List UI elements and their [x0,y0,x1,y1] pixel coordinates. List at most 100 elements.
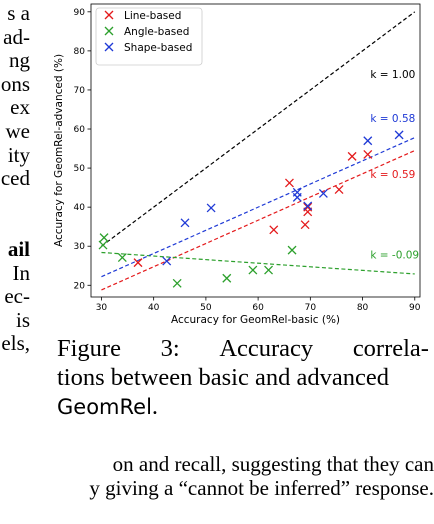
bottom-text-line: y giving a “cannot be inferred” response… [89,476,434,500]
chart-legend: Line-based Angle-based Shape-based [95,7,203,66]
legend-marker [104,10,114,20]
data-point [162,256,172,266]
marker-stroke [292,187,302,197]
data-point [363,136,373,146]
bottom-text-line: on and recall, suggesting that they can [112,452,434,476]
left-text-line: ng [9,48,30,73]
data-point [180,218,190,228]
data-point [133,258,143,268]
fit-slope-label: k = -0.09 [370,250,419,262]
left-text-line: ons [0,71,30,96]
data-point [287,245,297,255]
y-tick-label: 30 [74,242,86,252]
marker-stroke [248,265,258,275]
y-tick-label: 90 [74,8,86,18]
caption-line-1: Figure 3: Accuracy correla- [57,334,429,363]
data-point [206,203,216,213]
x-tick-label: 70 [305,303,317,313]
marker-stroke [99,233,109,243]
fit-line [101,251,415,275]
marker-stroke [303,201,313,211]
left-text-line: ity [7,142,30,167]
data-point [172,278,182,288]
x-tick-label: 50 [200,303,212,313]
x-tick-label: 60 [252,303,264,313]
fit-line [101,137,416,278]
marker-stroke [172,278,182,288]
marker-stroke [180,218,190,228]
marker-stroke [104,42,114,52]
marker-stroke [300,220,310,230]
data-point [99,233,109,243]
marker-stroke [104,26,114,36]
axis-ticks: 30 40 50 60 70 80 90 20 30 40 50 60 70 80 90 [74,8,421,313]
data-point [394,130,404,140]
legend-label: Line-based [124,10,181,22]
data-point [363,149,373,159]
caption-word: 3: [160,335,180,362]
marker-stroke [264,265,274,275]
data-point [292,187,302,197]
fit-line [101,149,416,291]
marker-stroke [394,130,404,140]
marker-stroke [347,151,357,161]
marker-stroke [133,258,143,268]
marker-stroke [284,178,294,188]
marker-stroke [104,10,114,20]
x-tick-label: 80 [357,303,369,313]
data-points [98,130,404,288]
legend-label: Shape-based [124,42,192,54]
caption-word: Figure [57,335,121,362]
legend-marker [104,26,114,36]
left-text-line: s a [7,1,30,25]
data-point [248,265,258,275]
left-text-line: ced [0,166,30,191]
y-tick-label: 60 [74,125,86,135]
data-point [284,178,294,188]
data-point [318,189,328,198]
fit-slope-label: k = 0.58 [370,113,415,125]
marker-stroke [98,240,108,250]
y-tick-label: 80 [74,47,86,57]
diagonal-k1-line [101,11,416,247]
left-text-line: els, [1,331,30,356]
left-text-line: ad- [3,24,30,49]
marker-stroke [206,203,216,213]
y-axis-label: Accuracy for GeomRel-advanced (%) [53,54,65,247]
y-tick-label: 40 [74,203,86,213]
data-point [117,253,127,263]
marker-stroke [363,149,373,159]
left-text-line: ex [10,95,30,120]
fit-lines [101,11,416,291]
left-text-line: In [12,260,31,285]
y-tick-label: 50 [74,164,86,174]
figure-caption: Figure 3: Accuracy correla- tions betwee… [57,334,429,422]
left-text-line: we [5,119,31,143]
marker-stroke [363,136,373,146]
x-tick-label: 90 [409,303,421,313]
data-point [264,265,274,275]
y-tick-label: 70 [74,86,86,96]
marker-stroke [269,225,279,235]
marker-stroke [334,185,344,195]
data-point [98,240,108,250]
marker-stroke [287,245,297,255]
marker-stroke [162,256,172,266]
slope-annotations: k = 1.00 k = 0.59 k = -0.09 k = 0.58 [370,69,419,261]
legend-label: Angle-based [124,26,189,38]
data-point [300,220,310,230]
caption-period: . [151,393,159,420]
legend-box [95,7,203,66]
caption-word: Accuracy [219,335,314,362]
marker-stroke [318,189,328,198]
left-text-line: is [15,307,30,332]
data-point [334,185,344,195]
caption-geomrel-term: GeomRel [57,395,152,419]
legend-marker [104,42,114,52]
x-tick-label: 30 [96,303,108,313]
left-text-line: ail [7,237,30,261]
caption-line-2: tions between basic and advanced [57,364,389,391]
data-point [269,225,279,235]
left-text-line: ec- [4,284,30,309]
